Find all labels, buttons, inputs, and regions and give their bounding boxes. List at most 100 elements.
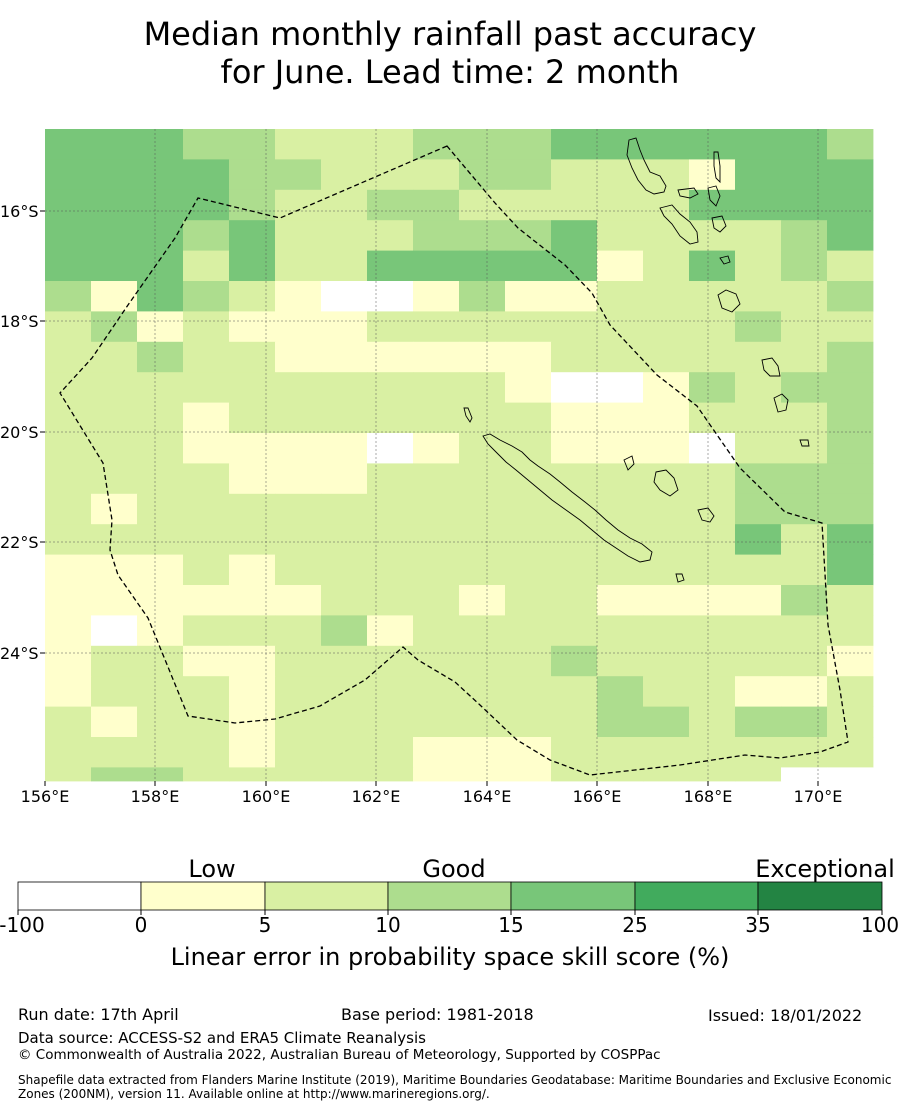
grid-cell [229,311,276,343]
grid-cell [367,159,414,191]
grid-cell [45,341,92,373]
grid-cell [781,737,828,768]
grid-cell [183,220,230,251]
grid-cell [45,463,92,495]
shapefile-credit: Shapefile data extracted from Flanders M… [18,1073,892,1101]
colorbar-segment [387,881,512,911]
grid-cell [229,433,276,464]
grid-cell [735,402,782,434]
grid-cell [229,615,276,647]
grid-cell [321,189,368,221]
grid-cell [91,250,138,282]
island-outline [675,573,685,583]
grid-cell [137,554,184,586]
grid-cell [827,402,874,434]
grid-cell [781,159,828,191]
grid-cell [551,220,598,251]
island-outline [463,407,473,423]
grid-cell [45,676,92,707]
grid-cell [735,281,782,312]
grid-cell [551,311,598,343]
grid-cell [597,129,644,160]
grid-cell [689,311,736,343]
island-outline [659,204,699,245]
grid-cell [735,767,782,782]
grid-cell [459,433,506,464]
grid-cell [45,737,92,768]
grid-cell [735,220,782,251]
grid-cell [551,402,598,434]
grid-cell [91,524,138,555]
issued-date: Issued: 18/01/2022 [708,1006,863,1025]
grid-cell [137,402,184,434]
colorbar-tick--100: -100 [0,913,45,937]
grid-cell [275,220,322,251]
grid-cell [229,767,276,782]
lon-label-168e: 168°E [683,787,733,806]
base-period: Base period: 1981-2018 [341,1005,534,1024]
grid-cell [91,189,138,221]
grid-cell [229,585,276,616]
grid-cell [689,615,736,647]
grid-cell [781,554,828,586]
category-exceptional: Exceptional [755,855,895,883]
grid-cell [689,281,736,312]
grid-cell [735,463,782,495]
grid-cell [781,220,828,251]
grid-cell [183,341,230,373]
grid-cell [413,402,460,434]
grid-cell [827,645,874,677]
lat-label-18s: 18°S [0,312,39,331]
grid-cell [45,645,92,677]
grid-cell [183,676,230,707]
grid-cell [275,341,322,373]
grid-cell [45,615,92,647]
grid-cell [827,281,874,312]
grid-cell [137,524,184,555]
grid-cell [781,281,828,312]
grid-cell [183,737,230,768]
grid-cell [551,189,598,221]
grid-cell [505,433,552,464]
grid-cell [597,737,644,768]
grid-cell [597,311,644,343]
grid-cell [689,341,736,373]
grid-cell [321,463,368,495]
grid-cell [275,493,322,525]
grid-cell [367,493,414,525]
grid-cell [229,189,276,221]
colorbar-segment [264,881,389,911]
grid-cell [91,493,138,525]
grid-cell [91,311,138,343]
grid-cell [643,493,690,525]
grid-cell [367,676,414,707]
grid-cell [137,372,184,403]
island-outline [711,215,727,233]
grid-cell [551,341,598,373]
grid-cell [91,129,138,160]
grid-cell [781,250,828,282]
grid-cell [781,493,828,525]
grid-cell [367,524,414,555]
grid-cell [643,554,690,586]
grid-cell [45,311,92,343]
grid-cell [321,281,368,312]
grid-cell [597,220,644,251]
grid-cell [781,463,828,495]
grid-cell [45,706,92,738]
grid-cell [781,372,828,403]
grid-cell [689,493,736,525]
grid-cell [91,615,138,647]
grid-cell [505,250,552,282]
grid-cell [551,676,598,707]
grid-cell [551,767,598,782]
grid-cell [827,737,874,768]
grid-cell [505,524,552,555]
grid-cell [827,189,874,221]
colorbar-tick-25: 25 [622,913,648,937]
grid-cell [459,159,506,191]
grid-cell [735,676,782,707]
grid-cell [413,250,460,282]
grid-cell [689,585,736,616]
grid-cell [505,463,552,495]
